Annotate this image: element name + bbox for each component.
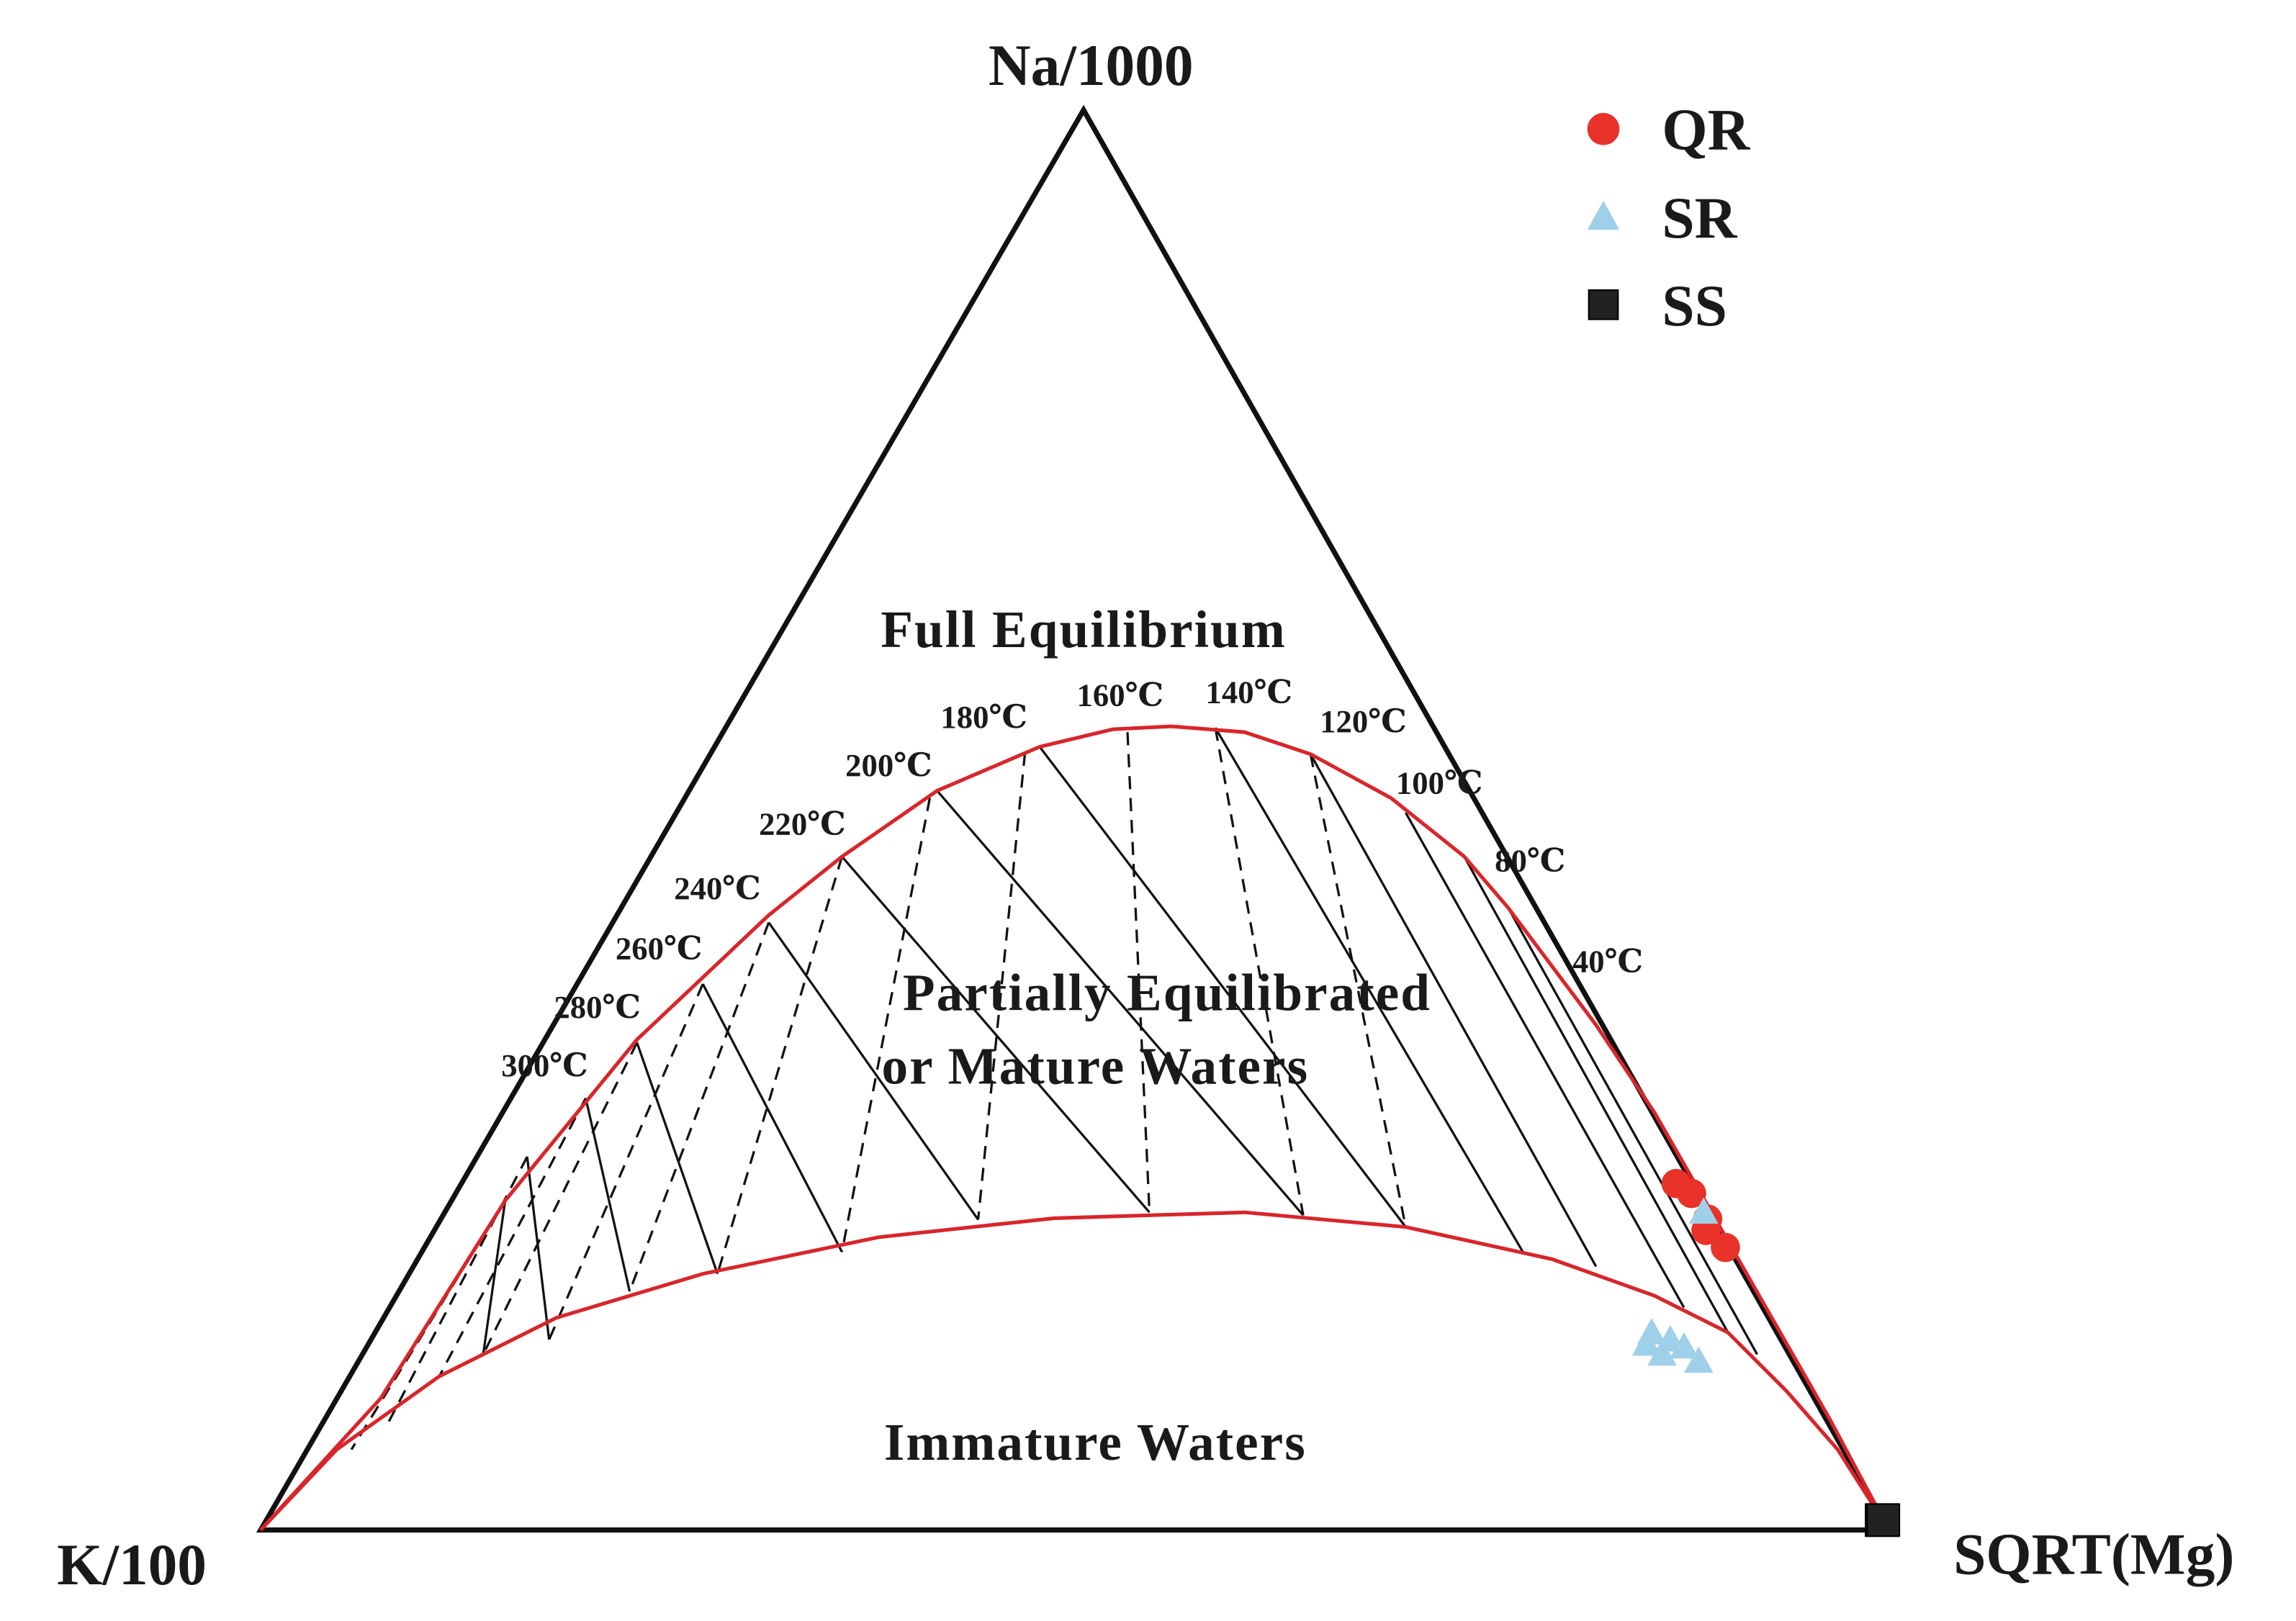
isotherm-label: 160℃ <box>1076 677 1163 713</box>
region-label: Partially Equilibrated <box>903 964 1431 1022</box>
isotherm-line <box>936 790 1305 1216</box>
legend-label: SS <box>1662 274 1726 338</box>
data-point <box>1647 1339 1677 1366</box>
isotherm-line <box>1507 907 1758 1355</box>
isotherm-label: 140℃ <box>1205 674 1292 710</box>
legend-marker <box>1587 112 1620 145</box>
isotherm-label: 280℃ <box>554 989 641 1025</box>
data-point <box>1631 1329 1662 1356</box>
data-points <box>1631 1168 1901 1538</box>
corner-label-top: Na/1000 <box>989 33 1194 98</box>
region-label: or Mature Waters <box>881 1037 1309 1095</box>
region-label: Full Equilibrium <box>881 600 1286 659</box>
k-mg-isotherms <box>482 727 1758 1355</box>
isotherm-label: 300℃ <box>501 1047 588 1083</box>
isotherm-label: 260℃ <box>616 930 703 966</box>
legend-marker <box>1588 289 1619 320</box>
isotherm-line <box>1405 812 1685 1309</box>
isotherm-label: 240℃ <box>674 870 761 906</box>
isotherm-label: 100℃ <box>1396 765 1483 801</box>
data-point <box>1688 1197 1719 1224</box>
diagram-frame <box>256 104 1894 1533</box>
isotherm-label: 120℃ <box>1320 703 1407 739</box>
isotherm-line <box>482 1200 507 1355</box>
isotherm-label: 80℃ <box>1495 842 1565 878</box>
isotherm-line <box>548 983 704 1340</box>
legend-marker <box>1587 200 1620 230</box>
isotherm-line <box>1126 732 1151 1213</box>
isotherm-line <box>1309 754 1408 1227</box>
isotherm-line <box>976 752 1027 1220</box>
isotherm-line <box>1214 727 1524 1253</box>
isotherm-line <box>841 856 1151 1214</box>
ternary-triangle <box>256 104 1894 1533</box>
legend-label: QR <box>1662 98 1750 163</box>
isotherm-label: 180℃ <box>940 699 1027 735</box>
isotherm-line <box>701 983 843 1252</box>
isotherm-label: 40℃ <box>1572 944 1643 980</box>
isotherm-line <box>767 921 979 1221</box>
isotherm-label: 200℃ <box>845 747 932 783</box>
full-equilibrium-curve <box>259 724 1891 1532</box>
legend-label: SR <box>1662 186 1737 250</box>
legend: QR SR SS <box>1587 98 1751 338</box>
isotherm-line <box>526 1156 551 1340</box>
isotherm-line <box>716 856 843 1275</box>
corner-label-left: K/100 <box>57 1532 207 1597</box>
isotherm-label: 220℃ <box>759 806 846 842</box>
isotherm-line <box>1038 746 1407 1228</box>
region-label: Immature Waters <box>884 1413 1307 1471</box>
corner-label-right: SQRT(Mg) <box>1953 1522 2234 1587</box>
isotherm-line <box>438 1097 587 1377</box>
immature-boundary-curve <box>259 1210 1891 1532</box>
isotherm-line <box>1463 856 1729 1333</box>
isotherm-line <box>636 1042 719 1275</box>
data-point <box>1866 1503 1901 1538</box>
isotherm-line <box>1214 727 1305 1216</box>
isotherm-line <box>1309 753 1598 1268</box>
data-point <box>1683 1346 1714 1373</box>
na-k-isotherms <box>350 727 1408 1450</box>
isotherm-line <box>840 798 932 1252</box>
isotherm-line <box>482 1042 639 1355</box>
data-point <box>1677 1178 1706 1209</box>
isotherm-line <box>584 1098 631 1292</box>
data-point <box>1669 1332 1699 1359</box>
data-point <box>1711 1232 1740 1263</box>
